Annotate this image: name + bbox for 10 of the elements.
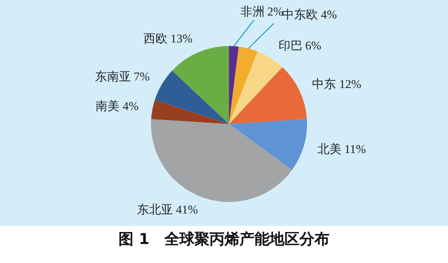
slice-label: 南美 4%	[96, 98, 139, 113]
slice-label: 北美 11%	[317, 142, 366, 156]
slice-label: 中东 12%	[312, 76, 362, 91]
slice-label: 中东欧 4%	[282, 8, 337, 22]
slice-label: 东南亚 7%	[94, 69, 150, 84]
text: 图 1 全球聚丙烯产能地区分布	[118, 230, 330, 249]
slice-label: 东北亚 41%	[136, 202, 198, 217]
slice-label: 非洲 2%	[240, 4, 284, 18]
slice-label: 西欧 13%	[143, 32, 192, 46]
slice-label: 印巴 6%	[278, 38, 322, 52]
